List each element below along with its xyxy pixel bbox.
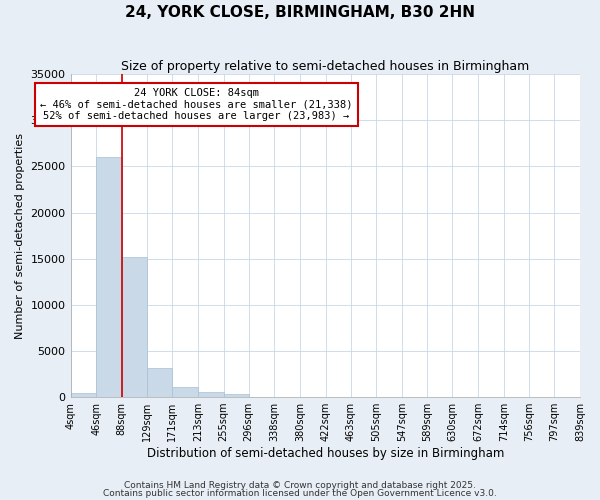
X-axis label: Distribution of semi-detached houses by size in Birmingham: Distribution of semi-detached houses by …	[146, 447, 504, 460]
Text: Contains public sector information licensed under the Open Government Licence v3: Contains public sector information licen…	[103, 489, 497, 498]
Title: Size of property relative to semi-detached houses in Birmingham: Size of property relative to semi-detach…	[121, 60, 529, 73]
Text: 24 YORK CLOSE: 84sqm
← 46% of semi-detached houses are smaller (21,338)
52% of s: 24 YORK CLOSE: 84sqm ← 46% of semi-detac…	[40, 88, 352, 121]
Bar	[71, 394, 96, 397]
Bar	[224, 394, 248, 397]
Bar	[198, 392, 224, 397]
Bar	[96, 157, 122, 397]
Y-axis label: Number of semi-detached properties: Number of semi-detached properties	[15, 132, 25, 338]
Text: 24, YORK CLOSE, BIRMINGHAM, B30 2HN: 24, YORK CLOSE, BIRMINGHAM, B30 2HN	[125, 5, 475, 20]
Text: Contains HM Land Registry data © Crown copyright and database right 2025.: Contains HM Land Registry data © Crown c…	[124, 480, 476, 490]
Bar	[147, 368, 172, 397]
Bar	[122, 257, 147, 397]
Bar	[172, 387, 198, 397]
